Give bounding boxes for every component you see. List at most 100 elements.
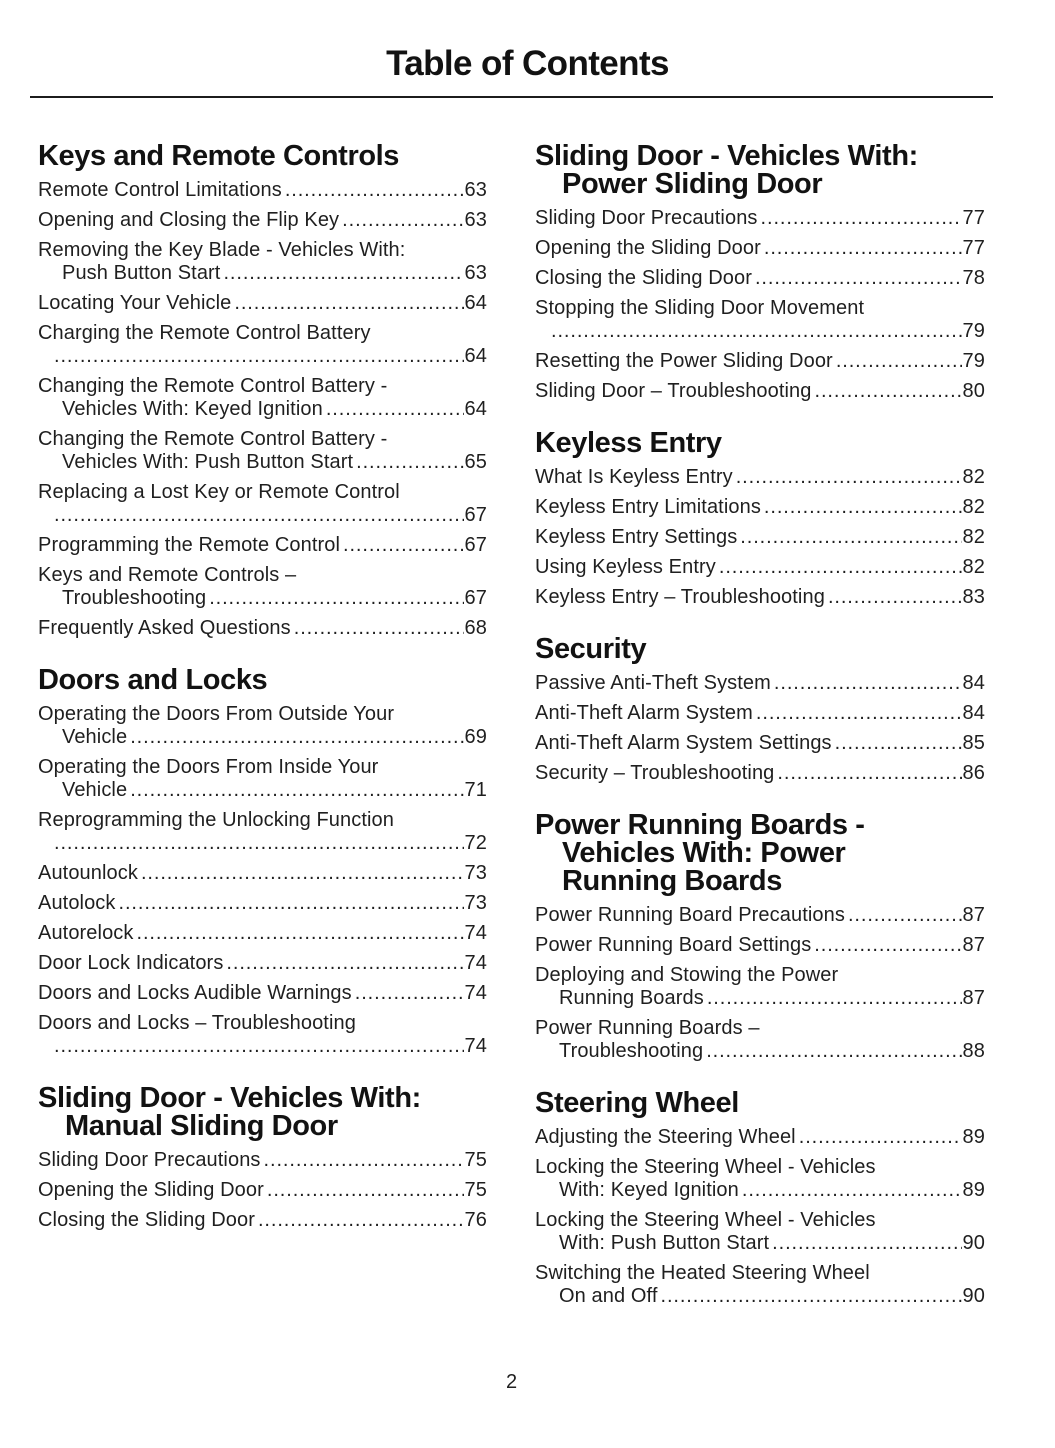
entry-label: Autounlock <box>38 862 138 884</box>
entry-label: Anti-Theft Alarm System Settings <box>535 732 832 754</box>
dot-leader <box>355 982 464 1005</box>
entry-page-number: 64 <box>464 398 487 420</box>
toc-entry: Remote Control Limitations 63 <box>38 179 487 202</box>
entry-label: Opening and Closing the Flip Key <box>38 209 340 231</box>
toc-entry-last-line: Power Running Board Settings 87 <box>535 934 985 957</box>
entry-page-number: 74 <box>464 952 487 974</box>
dot-leader <box>848 904 962 927</box>
entry-label: Autorelock <box>38 922 134 944</box>
toc-section: Doors and Locks Operating the Doors From … <box>38 666 487 1058</box>
toc-entry: Deploying and Stowing the Power Running B… <box>535 964 985 1010</box>
entry-page-number: 76 <box>464 1209 487 1231</box>
entry-label: Power Running Board Settings <box>535 934 812 956</box>
entry-label: Passive Anti-Theft System <box>535 672 771 694</box>
dot-leader <box>742 1179 962 1202</box>
toc-entry: Keys and Remote Controls – Troubleshootin… <box>38 564 487 610</box>
toc-entry-last-line: Running Boards 87 <box>535 987 985 1010</box>
dot-leader <box>736 466 962 489</box>
dot-leader <box>267 1179 464 1202</box>
toc-entry: Closing the Sliding Door 78 <box>535 267 985 290</box>
entry-page-number: 73 <box>464 892 487 914</box>
toc-entry: Adjusting the Steering Wheel 89 <box>535 1126 985 1149</box>
dot-leader <box>54 504 464 527</box>
dot-leader <box>209 587 463 610</box>
dot-leader <box>814 934 961 957</box>
dot-leader <box>740 526 961 549</box>
entry-label: Door Lock Indicators <box>38 952 224 974</box>
toc-entry: Sliding Door Precautions 77 <box>535 207 985 230</box>
section-heading-line: Security <box>535 633 647 665</box>
entry-label: Closing the Sliding Door <box>38 1209 255 1231</box>
entry-page-number: 63 <box>464 262 487 284</box>
section-heading: Steering Wheel <box>535 1089 985 1118</box>
toc-entry: Resetting the Power Sliding Door 79 <box>535 350 985 373</box>
toc-entry-line: Stopping the Sliding Door Movement <box>535 297 865 319</box>
toc-entry-last-line: Opening the Sliding Door 77 <box>535 237 985 260</box>
toc-section: Keys and Remote Controls Remote Control L… <box>38 142 487 640</box>
section-heading-line: Sliding Door - Vehicles With: <box>535 140 918 172</box>
dot-leader <box>285 179 464 202</box>
dot-leader <box>706 1040 961 1063</box>
section-heading: Power Running Boards - Vehicles With: Pow… <box>535 809 985 896</box>
toc-section: Power Running Boards - Vehicles With: Pow… <box>535 811 985 1063</box>
section-heading-line: Power Running Boards - <box>535 809 865 841</box>
section-heading-line: Sliding Door - Vehicles With: <box>38 1082 421 1114</box>
entry-label: Security – Troubleshooting <box>535 762 775 784</box>
toc-entry: Keyless Entry – Troubleshooting 83 <box>535 586 985 609</box>
toc-section: Sliding Door - Vehicles With: Manual Slid… <box>38 1084 487 1232</box>
section-heading-line: Keyless Entry <box>535 427 722 459</box>
toc-entry: Operating the Doors From Inside Your Vehi… <box>38 756 487 802</box>
dot-leader <box>799 1126 962 1149</box>
dot-leader <box>774 672 962 695</box>
entry-page-number: 63 <box>464 179 487 201</box>
dot-leader <box>815 380 962 403</box>
dot-leader <box>343 534 464 557</box>
section-heading: Sliding Door - Vehicles With: Manual Slid… <box>38 1082 487 1142</box>
dot-leader <box>234 292 463 315</box>
toc-entry: Charging the Remote Control Battery 64 <box>38 322 487 368</box>
entry-label: Vehicles With: Keyed Ignition <box>62 398 323 420</box>
toc-entry: Locking the Steering Wheel - Vehicles Wit… <box>535 1156 985 1202</box>
toc-column-left: Keys and Remote Controls Remote Control L… <box>38 142 487 1315</box>
dot-leader <box>835 732 962 755</box>
entry-page-number: 90 <box>962 1232 985 1254</box>
toc-entry: Power Running Boards –Troubleshooting 88 <box>535 1017 985 1063</box>
toc-entry-last-line: Security – Troubleshooting 86 <box>535 762 985 785</box>
entry-label: Opening the Sliding Door <box>535 237 761 259</box>
toc-section: Sliding Door - Vehicles With: Power Slidi… <box>535 142 985 403</box>
dot-leader <box>836 350 962 373</box>
toc-entry-last-line: 64 <box>38 345 487 368</box>
section-heading-line: Manual Sliding Door <box>65 1110 338 1142</box>
section-heading-line: Doors and Locks <box>38 664 268 696</box>
dot-leader <box>777 762 961 785</box>
entry-page-number: 74 <box>464 982 487 1004</box>
entry-label: Sliding Door Precautions <box>38 1149 261 1171</box>
dot-leader <box>756 702 962 725</box>
toc-section: Steering Wheel Adjusting the Steering Whe… <box>535 1089 985 1308</box>
toc-entry: Opening the Sliding Door 77 <box>535 237 985 260</box>
toc-entry-last-line: Vehicles With: Keyed Ignition 64 <box>38 398 487 421</box>
toc-entry-last-line: On and Off 90 <box>535 1285 985 1308</box>
entry-page-number: 67 <box>464 504 487 526</box>
entry-page-number: 82 <box>962 556 985 578</box>
dot-leader <box>54 1035 464 1058</box>
section-heading: Keys and Remote Controls <box>38 142 487 171</box>
toc-columns: Keys and Remote Controls Remote Control L… <box>38 142 1055 1315</box>
toc-entry-last-line: Vehicle 71 <box>38 779 487 802</box>
toc-entry-last-line: Autounlock 73 <box>38 862 487 885</box>
dot-leader <box>130 779 463 802</box>
entry-label: Push Button Start <box>62 262 221 284</box>
entry-label: Troubleshooting <box>559 1040 704 1062</box>
dot-leader <box>356 451 463 474</box>
dot-leader <box>258 1209 464 1232</box>
toc-entry: Anti-Theft Alarm System 84 <box>535 702 985 725</box>
toc-entry: Opening and Closing the Flip Key 63 <box>38 209 487 232</box>
entry-page-number: 78 <box>962 267 985 289</box>
toc-entry-last-line: With: Push Button Start 90 <box>535 1232 985 1255</box>
entry-page-number: 90 <box>962 1285 985 1307</box>
entry-page-number: 72 <box>464 832 487 854</box>
toc-entry-last-line: With: Keyed Ignition 89 <box>535 1179 985 1202</box>
toc-entry-last-line: Keyless Entry Limitations 82 <box>535 496 985 519</box>
